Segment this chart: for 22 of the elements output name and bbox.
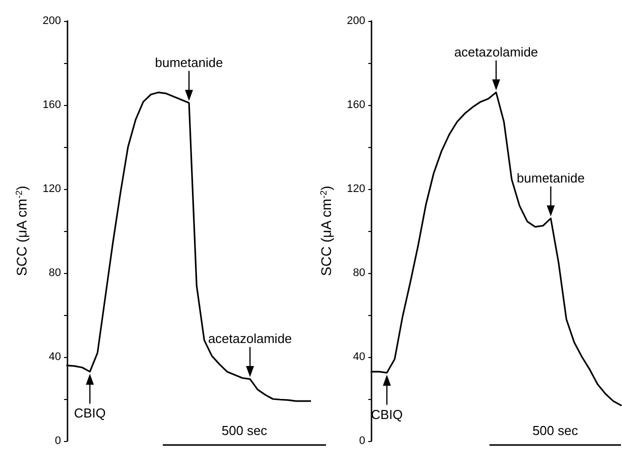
y-tick-label: 120	[42, 183, 61, 195]
annotation: CBIQ	[370, 406, 403, 422]
y-axis-title: SCC (μA cm-2)	[318, 186, 334, 276]
annotation: acetazolamide	[454, 44, 538, 60]
y-tick-label: 200	[42, 15, 61, 27]
y-tick-label: 200	[346, 15, 366, 27]
annotation: bumetanide	[155, 54, 223, 70]
y-tick-label: 40	[353, 351, 366, 363]
annotation: CBIQ	[74, 406, 106, 421]
y-axis-title: SCC (μA cm-2)	[14, 186, 30, 276]
y-tick-label: 80	[48, 267, 61, 279]
annotation: 500 sec	[222, 423, 268, 438]
annotation: 500 sec	[532, 423, 578, 438]
annotation: bumetanide	[516, 170, 585, 186]
y-tick-label: 0	[54, 435, 61, 447]
y-tick-label: 0	[359, 435, 366, 447]
y-tick-label: 80	[353, 267, 366, 279]
y-tick-label: 160	[42, 99, 61, 111]
y-tick-label: 160	[346, 99, 366, 111]
annotation: acetazolamide	[208, 331, 292, 346]
y-tick-label: 120	[346, 183, 366, 195]
y-tick-label: 40	[48, 351, 61, 363]
